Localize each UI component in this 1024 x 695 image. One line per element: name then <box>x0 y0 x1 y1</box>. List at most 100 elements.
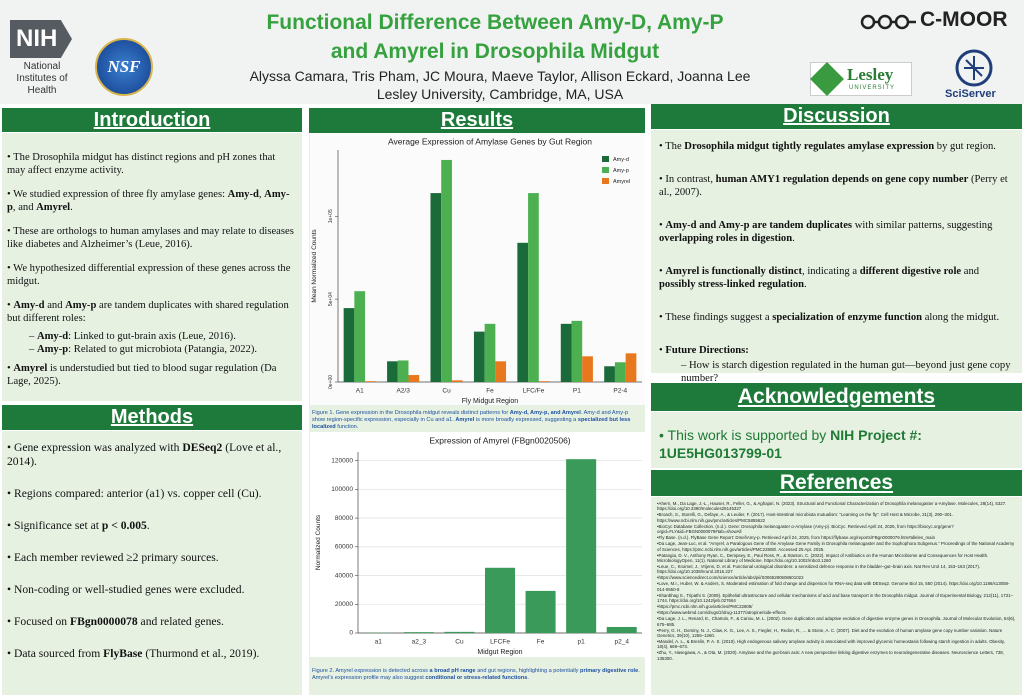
legend-swatch <box>602 178 609 184</box>
sciserver-logo: SciServer <box>945 88 996 100</box>
y-tick-label: 120000 <box>331 457 353 464</box>
reference: •BioCyc Database Collection. (n.d.). Gen… <box>657 523 954 535</box>
bullet-item: • In contrast, human AMY1 regulation dep… <box>659 174 1008 198</box>
text: and <box>44 300 66 311</box>
reference: •Da Lage, J. L., Renard, E., Chartois, F… <box>657 616 1016 627</box>
section-heading: Introduction <box>2 108 302 132</box>
text: These findings suggest a <box>665 312 773 323</box>
bold-text: Amyrel is functionally distinct <box>665 266 803 277</box>
bold-text: Amy-p <box>7 189 290 213</box>
text: In contrast, <box>665 174 716 185</box>
nih-name: National Institutes of Health <box>16 61 68 96</box>
bullet-item: • Gene expression was analyzed with DESe… <box>7 441 282 468</box>
reference: •Da Lage, Jean-Luc, et al. “Amyrel, a Pa… <box>657 541 1015 552</box>
bullet-item: • We studied expression of three fly amy… <box>7 189 290 213</box>
bold-text: DESeq2 <box>182 441 223 454</box>
legend-swatch <box>602 156 609 162</box>
bullet-item: • The Drosophila midgut has distinct reg… <box>7 152 276 176</box>
y-axis-label: Normalized Counts <box>315 514 322 570</box>
lesley-mark <box>810 62 844 96</box>
x-tick-label: p2_4 <box>614 639 629 646</box>
bullet-item: • Focused on FBgn0000078 and related gen… <box>7 615 224 628</box>
bar <box>566 459 597 633</box>
bar <box>444 631 475 633</box>
bullet-item: • Amy-d and Amy-p are tandem duplicates … <box>7 300 289 324</box>
bullet-item: • Amyrel is understudied but tied to blo… <box>7 363 277 387</box>
bar <box>571 320 583 382</box>
text: https://www.sciencedirect.com/science/ar… <box>658 575 804 581</box>
text: https://www.webmd.com/drugs/2/drug-11377… <box>658 610 786 616</box>
bold-text: specialization of enzyme function <box>772 312 923 323</box>
text: , and <box>12 202 37 213</box>
y-tick-label: 0e+00 <box>328 375 334 389</box>
text: Love, M.I., Huber, W. & Anders, S. Moder… <box>657 581 1010 592</box>
x-tick-label: p1 <box>578 639 586 646</box>
bar <box>517 242 529 382</box>
text: Ahern, M., Da Lage, J.-L., Hauser, R., F… <box>657 501 1007 512</box>
reference: •Patangia, D. V., Anthony Ryan, C., Demp… <box>657 552 989 564</box>
text: Figure 1. Gene expression in the Drosoph… <box>312 410 510 416</box>
text: . <box>792 233 795 244</box>
bold-text: human AMY1 regulation depends on gene co… <box>715 174 969 185</box>
affiliation: Lesley University, Cambridge, MA, USA <box>376 86 624 102</box>
text: Each member reviewed ≥2 primary sources. <box>13 551 219 564</box>
text: , <box>258 189 265 200</box>
bar <box>451 380 463 382</box>
x-tick-label: a2_3 <box>412 639 427 646</box>
section-heading: Discussion <box>651 104 1022 129</box>
bar <box>606 626 637 633</box>
nih-logo-text: NIH <box>16 25 58 52</box>
bold-text: a broad pH range <box>429 668 476 674</box>
acknowledgements-panel: • This work is supported by NIH Project … <box>651 412 1022 468</box>
text: and <box>961 266 980 277</box>
bold-text: conditional or stress-related functions <box>425 675 528 681</box>
text: is more broadly expressed, suggesting a <box>474 417 578 423</box>
legend-label: Amyrel <box>613 179 630 185</box>
text: are tandem duplicates with shared regula… <box>7 300 289 324</box>
bold-text: Amyrel <box>13 363 48 374</box>
chart-title: Average Expression of Amylase Genes by G… <box>388 136 592 146</box>
text: Perry, G. H., Dominy, N. J., Claw, K. G.… <box>657 627 1003 639</box>
bullet-item: • The Drosophila midgut tightly regulate… <box>659 141 996 152</box>
reference: •Perry, G. H., Dominy, N. J., Claw, K. G… <box>657 627 1003 639</box>
x-axis-label: Fly Midgut Region <box>462 398 519 405</box>
text: . Amyrel’s expression profile may also s… <box>312 668 640 681</box>
bold-text: FBgn0000078 <box>70 615 138 628</box>
x-tick-label: a1 <box>375 639 383 646</box>
cmoor-icon <box>860 14 916 30</box>
sciserver-icon <box>955 49 993 87</box>
bullet-item: – Amy-d: Linked to gut-brain axis (Leue,… <box>29 331 236 342</box>
lesley-sub: UNIVERSITY <box>849 85 896 91</box>
y-tick-label: 80000 <box>335 515 353 522</box>
text: We hypothesized differential expression … <box>7 263 291 287</box>
bar <box>397 360 409 382</box>
text: Non-coding or well-studied genes were ex… <box>13 583 245 596</box>
y-tick-label: 40000 <box>335 572 353 579</box>
y-tick-label: 0 <box>349 630 353 637</box>
poster-title: Functional Difference Between Amy-D, Amy… <box>266 11 724 63</box>
reference: •Ahern, M., Da Lage, J.-L., Hauser, R., … <box>657 501 1007 512</box>
text: and related genes. <box>137 615 224 628</box>
bullet-item: • Amyrel is functionally distinct, indic… <box>659 266 980 290</box>
bar <box>560 323 572 382</box>
text: . <box>804 279 807 290</box>
bar <box>495 361 507 382</box>
legend-swatch <box>602 167 609 173</box>
bold-text: primary digestive role <box>580 668 639 674</box>
bar <box>582 356 593 382</box>
bullet-item: • These are orthologs to human amylases … <box>7 226 294 250</box>
text: Shanbhag S., Tripathi S. (2009). Epithel… <box>657 592 1014 604</box>
bold-text: NIH Project #: 1UE5HG013799-01 <box>659 427 922 461</box>
text: . <box>70 202 73 213</box>
text: by gut region. <box>934 141 996 152</box>
bar <box>525 590 556 633</box>
bold-text: possibly stress-linked regulation <box>659 279 805 290</box>
header: NIH National Institutes of Health NSF Fu… <box>0 0 1024 104</box>
bar <box>484 323 496 382</box>
bold-text: Amy-p <box>36 344 69 355</box>
section-heading: Methods <box>2 405 302 430</box>
bold-text: Amyrel <box>455 417 475 423</box>
bar <box>354 291 366 382</box>
bold-text: FlyBase <box>103 647 143 660</box>
text: How is starch digestion regulated in the… <box>681 360 1011 384</box>
